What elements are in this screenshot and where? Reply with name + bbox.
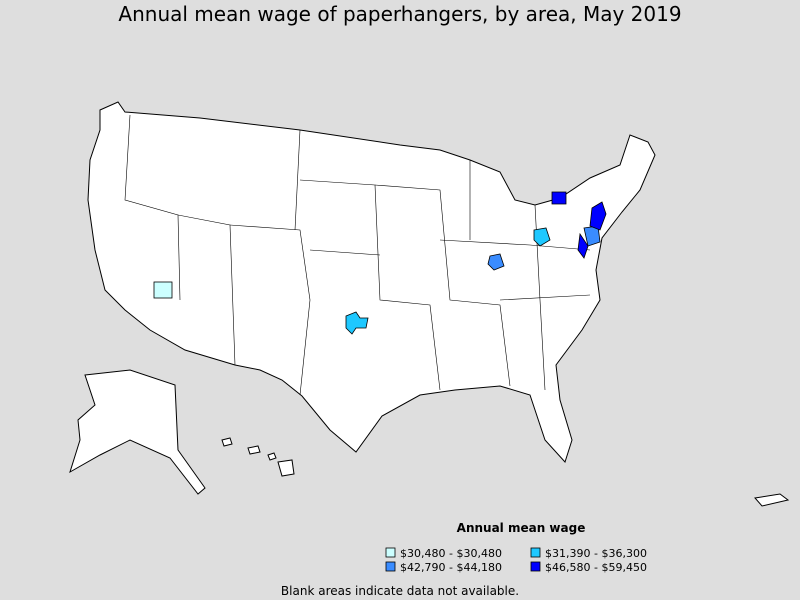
- island: [277, 459, 295, 477]
- wage-area: [551, 191, 567, 205]
- legend-label: $31,390 - $36,300: [545, 547, 647, 560]
- island: [221, 437, 233, 447]
- alaska: [69, 369, 206, 495]
- border: [294, 129, 301, 231]
- legend-title: Annual mean wage: [457, 521, 586, 535]
- border: [124, 114, 181, 301]
- state-borders: [124, 114, 591, 396]
- legend: Annual mean wage $30,480 - $30,480 $31,39…: [385, 521, 647, 574]
- legend-label: $42,790 - $44,180: [400, 561, 502, 574]
- border: [374, 184, 511, 387]
- wage-area: [153, 281, 173, 299]
- border: [439, 239, 591, 251]
- wage-area: [345, 311, 369, 335]
- wage-area: [577, 232, 589, 259]
- border: [499, 294, 591, 301]
- border: [309, 249, 381, 256]
- hawaii: [221, 437, 295, 477]
- map-title: Annual mean wage of paperhangers, by are…: [118, 2, 681, 26]
- legend-swatch: [385, 547, 396, 558]
- legend-swatch: [530, 561, 541, 572]
- wage-area: [589, 201, 607, 231]
- contiguous-us: [87, 101, 656, 463]
- legend-label: $30,480 - $30,480: [400, 547, 502, 560]
- wage-area: [487, 253, 505, 271]
- legend-swatch: [385, 561, 396, 572]
- puerto-rico: [754, 493, 790, 507]
- legend-swatch: [530, 547, 541, 558]
- map: [69, 101, 790, 507]
- island: [267, 452, 277, 461]
- legend-label: $46,580 - $59,450: [545, 561, 647, 574]
- border: [229, 224, 311, 396]
- border: [299, 179, 441, 391]
- island: [247, 445, 261, 455]
- footnote: Blank areas indicate data not available.: [281, 584, 519, 598]
- wage-area: [533, 227, 551, 247]
